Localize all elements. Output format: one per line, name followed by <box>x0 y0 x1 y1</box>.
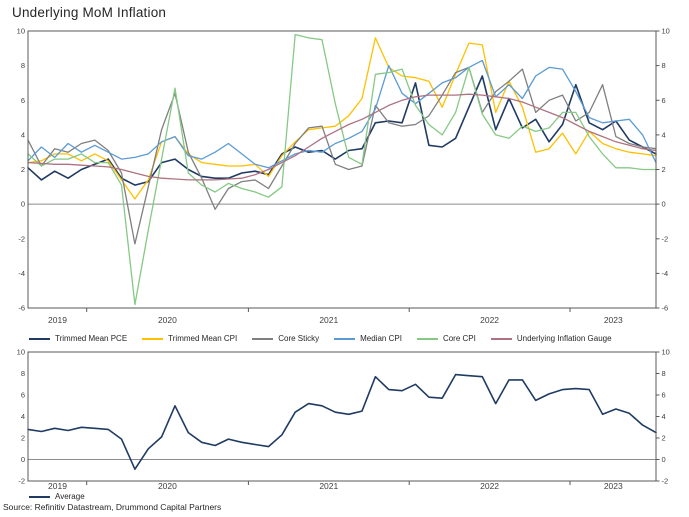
legend-swatch <box>416 337 438 340</box>
bottom-chart: 10 10 8 8 6 6 4 4 2 2 0 0 -2 -2 2019 2020 2021 2022 2023 <box>17 348 670 491</box>
y-tick-label-right: -2 <box>662 234 669 243</box>
y-tick-label-right: 10 <box>662 27 670 36</box>
x-tick-label-year: 2022 <box>480 315 499 325</box>
legend-swatch <box>29 495 50 498</box>
legend-item-underlying-inflation-gauge: Underlying Inflation Gauge <box>490 334 612 343</box>
legend-label: Trimmed Mean PCE <box>55 334 128 343</box>
legend-label: Underlying Inflation Gauge <box>516 334 612 343</box>
series-line-trimmed-mean-pce <box>27 75 657 186</box>
x-tick-label-year: 2021 <box>319 481 338 491</box>
y-tick-label-right: -4 <box>662 269 669 278</box>
x-tick-label-year: 2020 <box>158 481 177 491</box>
series-line-median-cpi <box>27 59 657 169</box>
y-tick-label-left: 2 <box>21 434 25 443</box>
series-line-underlying-inflation-gauge <box>27 93 657 181</box>
legend-swatch <box>334 337 356 340</box>
y-tick-label-left: -2 <box>18 477 25 486</box>
legend-label: Core CPI <box>442 334 476 343</box>
y-tick-label-right: 4 <box>662 131 666 140</box>
y-tick-label-right: -2 <box>662 477 669 486</box>
y-tick-label-left: 0 <box>21 200 25 209</box>
y-tick-label-right: 4 <box>662 412 666 421</box>
y-tick-label-left: 4 <box>21 412 25 421</box>
y-tick-label-right: 0 <box>662 200 666 209</box>
legend-item-core-cpi: Core CPI <box>416 334 476 343</box>
y-tick-label-left: 10 <box>17 27 25 36</box>
y-tick-label-right: -6 <box>662 304 669 313</box>
y-tick-label-left: 10 <box>17 348 25 357</box>
x-tick-label-year: 2019 <box>48 481 67 491</box>
legend-swatch <box>490 337 512 340</box>
y-tick-label-left: 8 <box>21 61 25 70</box>
y-tick-label-left: 4 <box>21 131 25 140</box>
series-line-core-sticky <box>27 66 657 245</box>
legend-item-average: Average <box>29 492 85 501</box>
y-tick-label-left: -6 <box>18 304 25 313</box>
y-tick-label-left: 8 <box>21 369 25 378</box>
legend-swatch <box>142 337 164 340</box>
y-tick-label-right: 2 <box>662 434 666 443</box>
legend-label: Average <box>55 492 85 501</box>
legend-label: Median CPI <box>360 334 402 343</box>
x-tick-label-year: 2023 <box>604 315 623 325</box>
y-tick-label-right: 6 <box>662 96 666 105</box>
legend-label: Trimmed Mean CPI <box>168 334 238 343</box>
y-tick-label-left: 6 <box>21 96 25 105</box>
top-legend: Trimmed Mean PCE Trimmed Mean CPI Core Sti… <box>29 334 612 343</box>
y-tick-label-left: 2 <box>21 165 25 174</box>
series-line-average <box>27 373 657 470</box>
series-line-trimmed-mean-cpi <box>27 37 657 200</box>
top-chart: 10 10 8 8 6 6 4 4 2 2 0 0 -2 -2 -4 -4 -6 -6 2019 2020 2021 20… <box>17 27 670 325</box>
y-tick-label-right: 8 <box>662 369 666 378</box>
x-tick-label-year: 2019 <box>48 315 67 325</box>
legend-item-trimmed-mean-cpi: Trimmed Mean CPI <box>142 334 237 343</box>
legend-swatch <box>252 337 274 340</box>
y-tick-label-right: 6 <box>662 391 666 400</box>
y-tick-label-right: 2 <box>662 165 666 174</box>
y-tick-label-left: 0 <box>21 455 25 464</box>
bottom-legend: Average <box>29 492 85 501</box>
y-tick-label-left: 6 <box>21 391 25 400</box>
series-line-core-cpi <box>27 33 657 306</box>
legend-item-trimmed-mean-pce: Trimmed Mean PCE <box>29 334 127 343</box>
legend-swatch <box>29 337 50 340</box>
y-tick-label-left: -4 <box>18 269 25 278</box>
page-title: Underlying MoM Inflation <box>12 5 167 20</box>
legend-item-median-cpi: Median CPI <box>334 334 402 343</box>
x-tick-label-year: 2020 <box>158 315 177 325</box>
x-tick-label-year: 2021 <box>319 315 338 325</box>
plot-border <box>27 351 657 482</box>
y-tick-label-right: 10 <box>662 348 670 357</box>
legend-item-core-sticky: Core Sticky <box>252 334 319 343</box>
x-tick-label-year: 2023 <box>604 481 623 491</box>
y-tick-label-right: 0 <box>662 455 666 464</box>
x-tick-label-year: 2022 <box>480 481 499 491</box>
y-tick-label-right: 8 <box>662 61 666 70</box>
legend-label: Core Sticky <box>278 334 320 343</box>
source-note: Source: Refinitiv Datastream, Drummond C… <box>3 502 222 512</box>
y-tick-label-left: -2 <box>18 234 25 243</box>
